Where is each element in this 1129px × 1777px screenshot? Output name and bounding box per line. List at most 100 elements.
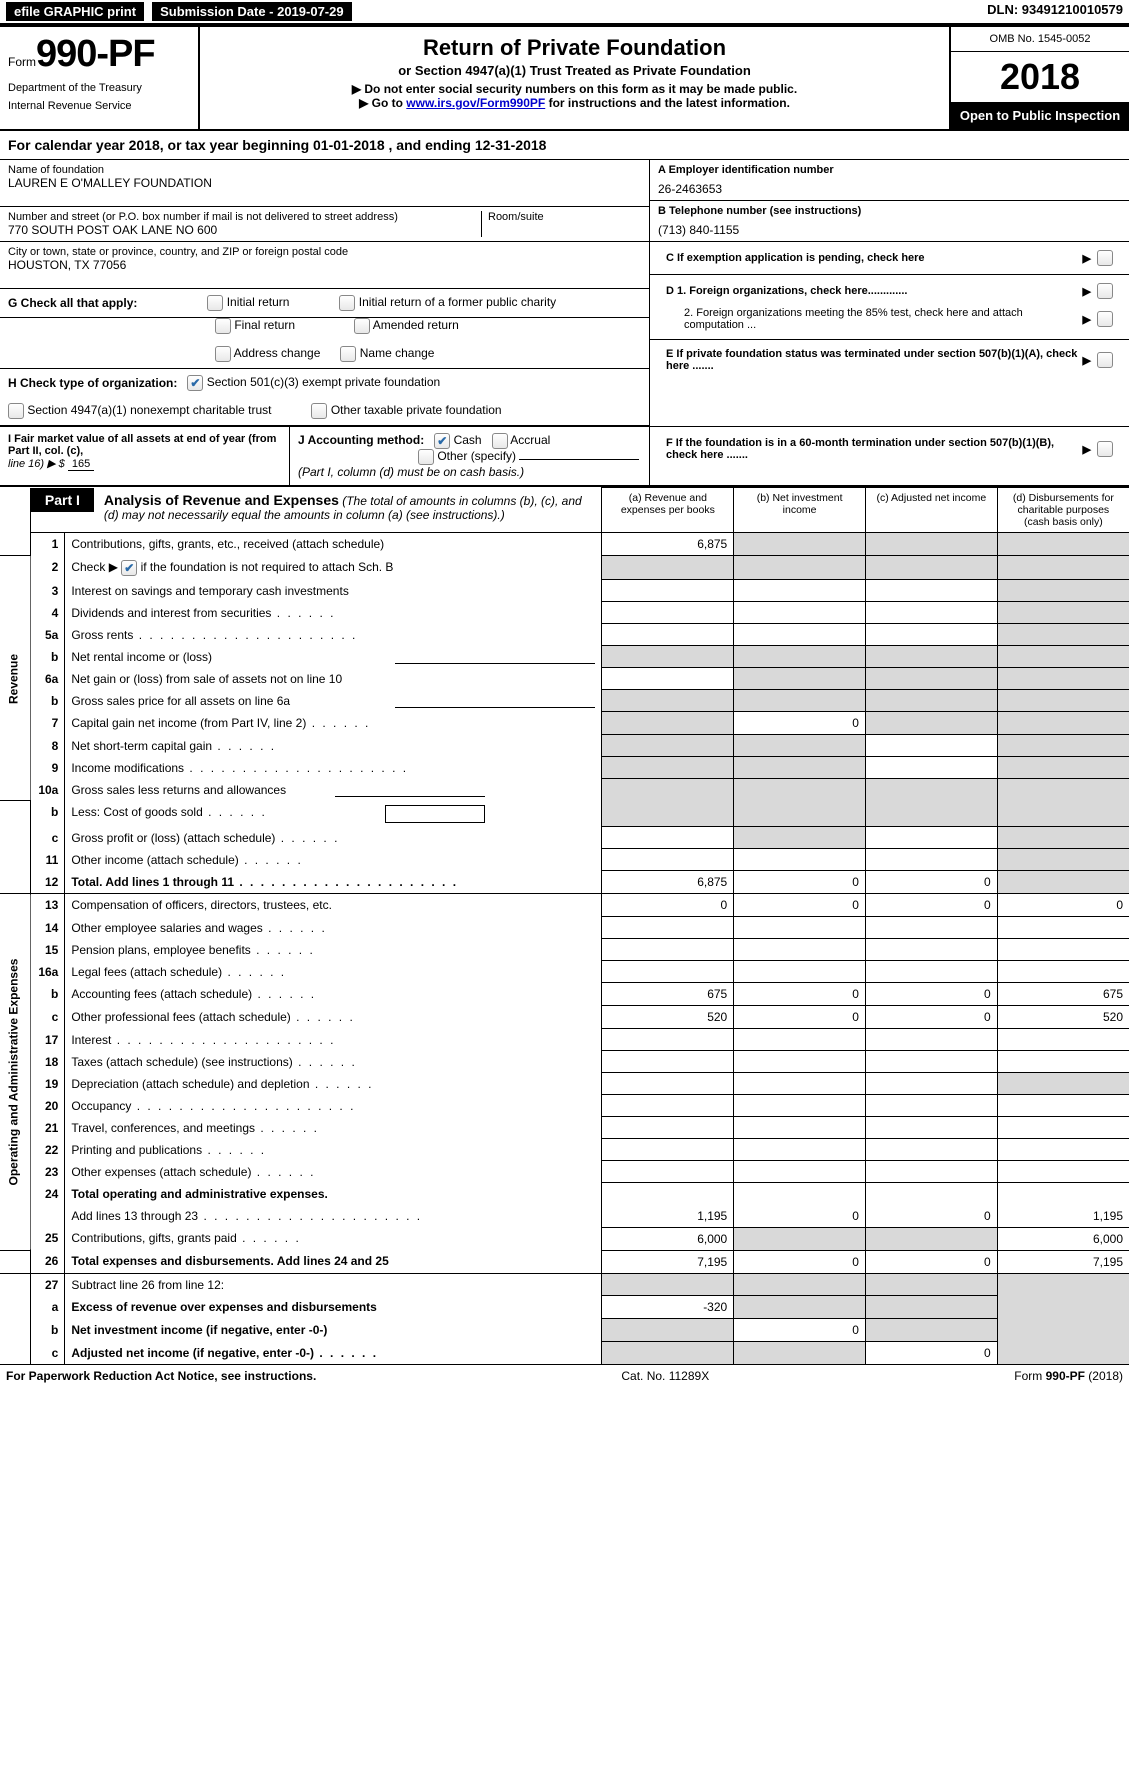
col-c-header: (c) Adjusted net income <box>865 488 997 533</box>
omb-number: OMB No. 1545-0052 <box>951 27 1129 52</box>
table-row: 23Other expenses (attach schedule) <box>0 1161 1129 1183</box>
final-return-checkbox[interactable] <box>215 318 231 334</box>
dept-line-2: Internal Revenue Service <box>8 100 190 112</box>
room-label: Room/suite <box>488 211 641 223</box>
revenue-section-label: Revenue <box>0 556 30 801</box>
footer-catalog: Cat. No. 11289X <box>621 1369 709 1383</box>
d1-label: D 1. Foreign organizations, check here..… <box>666 285 907 297</box>
foundation-name: LAUREN E O'MALLEY FOUNDATION <box>8 176 641 190</box>
col-d-header: (d) Disbursements for charitable purpose… <box>997 488 1129 533</box>
table-row: cGross profit or (loss) (attach schedule… <box>0 827 1129 849</box>
table-row: 22Printing and publications <box>0 1139 1129 1161</box>
part1-tag: Part I <box>31 488 94 512</box>
calendar-year-line: For calendar year 2018, or tax year begi… <box>0 131 1129 160</box>
fmv-value: 165 <box>68 458 94 471</box>
initial-return-former-checkbox[interactable] <box>339 295 355 311</box>
form-subtitle: or Section 4947(a)(1) Trust Treated as P… <box>212 63 937 78</box>
telephone-value: (713) 840-1155 <box>658 223 1121 237</box>
table-row: bAccounting fees (attach schedule)675006… <box>0 983 1129 1006</box>
address-value: 770 SOUTH POST OAK LANE NO 600 <box>8 223 481 237</box>
table-row: 24Total operating and administrative exp… <box>0 1183 1129 1205</box>
status-terminated-checkbox[interactable] <box>1097 352 1113 368</box>
f-label: F If the foundation is in a 60-month ter… <box>666 437 1083 461</box>
part1-table: Part I Analysis of Revenue and Expenses … <box>0 487 1129 1365</box>
other-taxable-checkbox[interactable] <box>311 403 327 419</box>
table-row: 1Contributions, gifts, grants, etc., rec… <box>0 533 1129 556</box>
h-label: H Check type of organization: <box>8 376 177 390</box>
address-change-checkbox[interactable] <box>215 346 231 362</box>
table-row: 7Capital gain net income (from Part IV, … <box>0 712 1129 735</box>
sch-b-not-required-checkbox[interactable] <box>121 560 137 576</box>
dln: DLN: 93491210010579 <box>987 2 1123 21</box>
col-b-header: (b) Net investment income <box>734 488 866 533</box>
accrual-method-checkbox[interactable] <box>492 433 508 449</box>
footer-left: For Paperwork Reduction Act Notice, see … <box>6 1369 316 1383</box>
info-section: Name of foundation LAUREN E O'MALLEY FOU… <box>0 160 1129 427</box>
open-public-badge: Open to Public Inspection <box>951 102 1129 129</box>
table-row: 9Income modifications <box>0 757 1129 779</box>
submission-date: Submission Date - 2019-07-29 <box>152 2 352 21</box>
cash-method-checkbox[interactable] <box>434 433 450 449</box>
form-note: ▶ Do not enter social security numbers o… <box>212 82 937 96</box>
table-row: 25Contributions, gifts, grants paid6,000… <box>0 1227 1129 1250</box>
table-row: 18Taxes (attach schedule) (see instructi… <box>0 1051 1129 1073</box>
initial-return-checkbox[interactable] <box>207 295 223 311</box>
i-line: line 16) ▶ $ <box>8 458 65 470</box>
amended-return-checkbox[interactable] <box>354 318 370 334</box>
dept-line-1: Department of the Treasury <box>8 82 190 94</box>
form-title: Return of Private Foundation <box>212 35 937 61</box>
i-label: I Fair market value of all assets at end… <box>8 433 276 457</box>
table-row: 16aLegal fees (attach schedule) <box>0 961 1129 983</box>
foreign-85pct-checkbox[interactable] <box>1097 311 1113 327</box>
col-a-header: (a) Revenue and expenses per books <box>602 488 734 533</box>
table-row: bGross sales price for all assets on lin… <box>0 690 1129 712</box>
page-footer: For Paperwork Reduction Act Notice, see … <box>0 1365 1129 1387</box>
form-number: 990-PF <box>36 33 155 75</box>
table-row: 3Interest on savings and temporary cash … <box>0 580 1129 602</box>
table-row: 20Occupancy <box>0 1095 1129 1117</box>
j-note: (Part I, column (d) must be on cash basi… <box>298 465 524 479</box>
e-label: E If private foundation status was termi… <box>666 348 1083 372</box>
table-row: 14Other employee salaries and wages <box>0 917 1129 939</box>
table-row: 26Total expenses and disbursements. Add … <box>0 1250 1129 1273</box>
c-label: C If exemption application is pending, c… <box>666 252 925 264</box>
instructions-link[interactable]: www.irs.gov/Form990PF <box>406 96 545 110</box>
tax-year: 2018 <box>951 52 1129 102</box>
501c3-checkbox[interactable] <box>187 375 203 391</box>
table-row: 5aGross rents <box>0 624 1129 646</box>
form-prefix: Form <box>8 55 36 69</box>
table-row: 27Subtract line 26 from line 12: <box>0 1273 1129 1296</box>
footer-right: Form 990-PF (2018) <box>1014 1369 1123 1383</box>
table-row: 4Dividends and interest from securities <box>0 602 1129 624</box>
table-row: 19Depreciation (attach schedule) and dep… <box>0 1073 1129 1095</box>
4947a1-checkbox[interactable] <box>8 403 24 419</box>
table-row: 11Other income (attach schedule) <box>0 849 1129 871</box>
city-value: HOUSTON, TX 77056 <box>8 258 641 272</box>
g-label: G Check all that apply: <box>8 296 137 310</box>
form-header: Form990-PF Department of the Treasury In… <box>0 27 1129 131</box>
foreign-org-checkbox[interactable] <box>1097 283 1113 299</box>
table-row: 21Travel, conferences, and meetings <box>0 1117 1129 1139</box>
60-month-checkbox[interactable] <box>1097 441 1113 457</box>
table-row: 17Interest <box>0 1029 1129 1051</box>
table-row: 10aGross sales less returns and allowanc… <box>0 779 1129 801</box>
fmv-row: I Fair market value of all assets at end… <box>0 427 1129 487</box>
name-change-checkbox[interactable] <box>340 346 356 362</box>
table-row: bNet rental income or (loss) <box>0 646 1129 668</box>
exemption-pending-checkbox[interactable] <box>1097 250 1113 266</box>
table-row: cOther professional fees (attach schedul… <box>0 1006 1129 1029</box>
part1-title: Analysis of Revenue and Expenses (The to… <box>94 488 602 526</box>
address-label: Number and street (or P.O. box number if… <box>8 211 481 223</box>
table-row: 8Net short-term capital gain <box>0 735 1129 757</box>
table-row: 6aNet gain or (loss) from sale of assets… <box>0 668 1129 690</box>
expenses-section-label: Operating and Administrative Expenses <box>0 894 30 1251</box>
form-link-line: ▶ Go to www.irs.gov/Form990PF for instru… <box>212 96 937 110</box>
table-row: Add lines 13 through 231,195001,195 <box>0 1205 1129 1228</box>
other-method-checkbox[interactable] <box>418 449 434 465</box>
ein-label: A Employer identification number <box>658 164 1121 176</box>
ein-value: 26-2463653 <box>658 182 1121 196</box>
efile-tag: efile GRAPHIC print <box>6 2 144 21</box>
table-row: cAdjusted net income (if negative, enter… <box>0 1342 1129 1365</box>
j-label: J Accounting method: <box>298 433 424 447</box>
table-row: 12Total. Add lines 1 through 116,87500 <box>0 871 1129 894</box>
